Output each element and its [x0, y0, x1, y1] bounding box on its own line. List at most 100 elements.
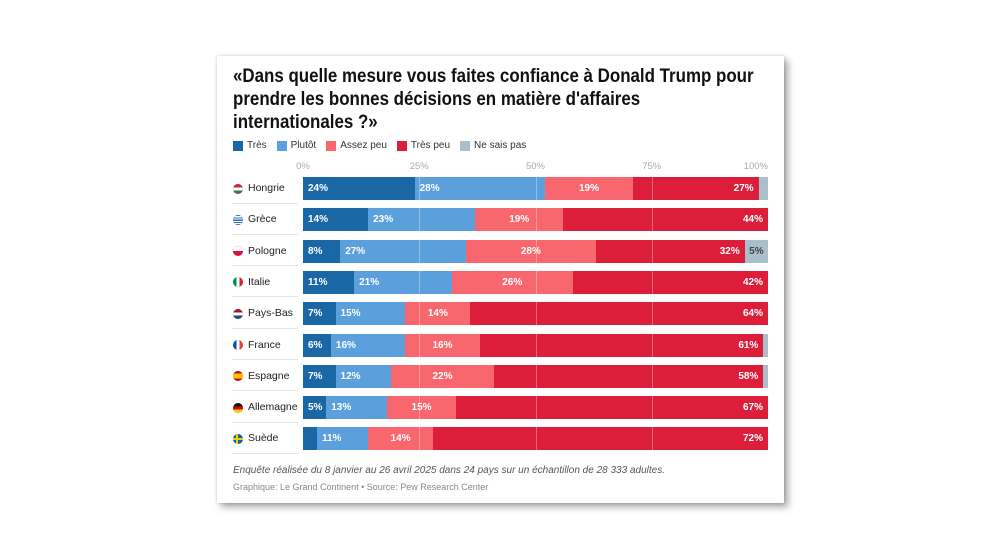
bar-value-label: 19% — [578, 183, 599, 194]
bar-segment-assez-peu-allemagne: 15% — [386, 396, 457, 420]
row-separator — [232, 202, 298, 204]
bar-value-label: 42% — [742, 276, 763, 288]
bar-segment-assez-peu-hongrie: 19% — [544, 177, 634, 200]
bar-value-label: 12% — [340, 370, 361, 382]
bar-row-pologne: 8% 27% 28% 32% 5% — [303, 239, 768, 263]
bar-segment-tres-france: 6% — [303, 333, 331, 357]
bar-value-label: 22% — [432, 370, 453, 382]
bar-segment-assez-peu-grece: 19% — [475, 208, 564, 232]
bar-value-label: 11% — [321, 433, 342, 445]
legend-label: Très peu — [410, 140, 451, 151]
bar-segment-tres-pologne: 8% — [303, 239, 341, 263]
bar-segment-tres-espagne: 7% — [303, 364, 336, 388]
bar-row-grece: 14% 23% 19% 44% — [303, 208, 768, 232]
bar-value-label: 19% — [509, 214, 530, 226]
survey-note: Enquête réalisée du 8 janvier au 26 avri… — [233, 465, 665, 476]
bar-value-label: 11% — [308, 276, 328, 288]
legend-item-assez-peu[interactable]: Assez peu — [326, 140, 387, 151]
bar-value-label: 64% — [742, 308, 763, 320]
bar-value-label: 7% — [308, 370, 323, 382]
bar-segment-tres-italie: 11% — [303, 270, 355, 294]
bar-row-italie: 11% 21% 26% 42% — [303, 270, 768, 294]
poland-flag-icon — [233, 246, 243, 257]
bar-value-label: 15% — [340, 308, 361, 320]
bar-segment-tres-peu-suede: 72% — [433, 427, 768, 451]
bar-value-label: 13% — [331, 402, 352, 414]
bar-value-label: 23% — [373, 214, 394, 226]
bar-value-label: 28% — [520, 245, 541, 257]
bar-segment-assez-peu-france: 16% — [405, 333, 480, 357]
row-label-hongrie: Hongrie — [233, 177, 285, 200]
legend-swatch — [460, 140, 471, 151]
spain-flag-icon — [233, 371, 243, 382]
bar-value-label: 24% — [308, 183, 329, 194]
bar-segment-tres-peu-pays-bas: 64% — [470, 302, 768, 326]
bar-segment-tres-peu-pologne: 32% — [595, 239, 745, 263]
bar-segment-tres-grece: 14% — [303, 208, 369, 232]
bar-segment-ne-sais-pas-hongrie — [758, 177, 768, 200]
row-label-allemagne: Allemagne — [233, 396, 298, 419]
bar-value-label: 58% — [738, 370, 759, 382]
france-flag-icon — [233, 340, 243, 350]
row-separator — [232, 359, 298, 360]
bar-row-france: 6% 16% 16% 61% — [303, 333, 768, 357]
bar-segment-plutot-grece: 23% — [368, 208, 476, 232]
bar-segment-plutot-france: 16% — [330, 333, 406, 357]
country-name: Allemagne — [248, 401, 298, 414]
legend-item-tres[interactable]: Très — [233, 140, 267, 151]
bar-value-label: 44% — [742, 214, 763, 226]
bar-value-label: 72% — [742, 433, 763, 445]
bar-value-label: 67% — [742, 402, 763, 414]
row-separator — [232, 265, 298, 267]
chart-legend: Très Plutôt Assez peu Très peu Ne sais p… — [233, 140, 536, 151]
greece-flag-icon — [233, 214, 243, 225]
country-name: Pologne — [248, 244, 287, 257]
bar-value-label: 16% — [335, 339, 356, 351]
bar-row-espagne: 7% 12% 22% 58% — [303, 364, 768, 388]
row-label-grece: Grèce — [233, 208, 277, 231]
legend-item-plutot[interactable]: Plutôt — [276, 140, 317, 151]
x-tick-label: 25% — [409, 161, 429, 172]
bar-segment-tres-suede — [303, 427, 317, 451]
country-name: Suède — [248, 432, 279, 445]
bar-segment-plutot-pologne: 27% — [340, 239, 466, 263]
bar-value-label: 32% — [719, 245, 740, 257]
bar-segment-plutot-italie: 21% — [354, 270, 452, 294]
x-tick-label: 75% — [642, 161, 662, 172]
bar-segment-tres-peu-france: 61% — [479, 333, 764, 357]
row-label-suede: Suède — [233, 427, 278, 450]
bar-value-label: 21% — [359, 276, 380, 288]
row-separator — [232, 390, 298, 392]
x-tick-label: 50% — [525, 161, 546, 172]
legend-item-ne-sais-pas[interactable]: Ne sais pas — [460, 140, 526, 151]
row-label-italie: Italie — [233, 271, 270, 294]
chart-title: «Dans quelle mesure vous faites confianc… — [233, 65, 873, 134]
bar-segment-plutot-allemagne: 13% — [326, 396, 387, 420]
source-credit: Graphique: Le Grand Continent • Source: … — [233, 482, 489, 492]
bar-segment-tres-peu-hongrie: 27% — [633, 177, 759, 200]
sweden-flag-icon — [233, 433, 243, 444]
bar-segment-assez-peu-suede: 14% — [368, 427, 434, 451]
legend-swatch — [276, 140, 287, 151]
row-separator — [232, 327, 298, 329]
bar-value-label: 6% — [308, 339, 323, 351]
bar-value-label: 27% — [345, 245, 366, 257]
bar-value-label: 14% — [427, 308, 448, 320]
legend-label: Plutôt — [290, 140, 317, 151]
legend-item-tres-peu[interactable]: Très peu — [396, 140, 451, 151]
bar-value-label: 28% — [419, 183, 440, 194]
country-name: Grèce — [248, 213, 277, 226]
bar-segment-tres-peu-allemagne: 67% — [456, 396, 768, 420]
bar-value-label: 14% — [308, 214, 329, 226]
bar-segment-ne-sais-pas-france — [763, 333, 768, 357]
bar-segment-plutot-espagne: 12% — [335, 364, 392, 388]
bar-value-label: 27% — [733, 183, 754, 194]
row-label-espagne: Espagne — [233, 365, 289, 388]
germany-flag-icon — [233, 402, 243, 413]
row-separator — [232, 421, 298, 423]
chart-title-line: «Dans quelle mesure vous faites confianc… — [233, 66, 754, 87]
chart-card: «Dans quelle mesure vous faites confianc… — [217, 56, 784, 503]
bar-segment-assez-peu-espagne: 22% — [391, 364, 494, 388]
bar-row-suede: 11% 14% 72% — [303, 427, 768, 451]
country-name: Hongrie — [248, 182, 285, 194]
